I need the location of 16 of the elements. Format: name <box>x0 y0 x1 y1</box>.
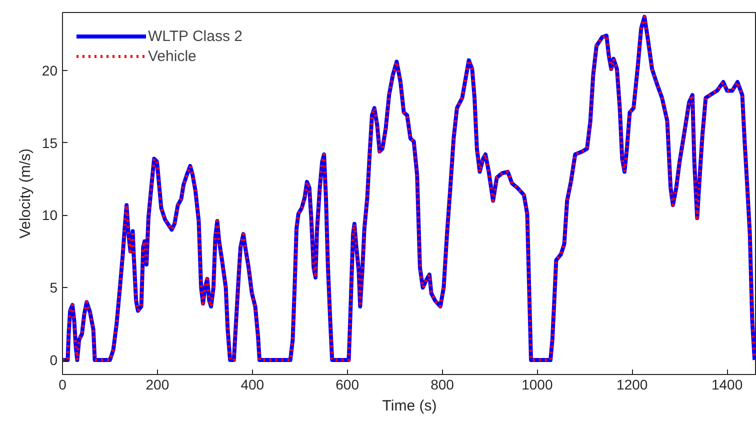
y-tick-label: 15 <box>42 134 58 151</box>
x-tick-label: 600 <box>336 376 360 392</box>
y-tick-label: 5 <box>50 280 58 296</box>
x-axis-title: Time (s) <box>382 398 437 414</box>
y-tick-label: 20 <box>42 62 58 78</box>
y-axis-title: Velocity (m/s) <box>16 148 34 239</box>
x-tick-label: 800 <box>430 376 454 392</box>
y-tick-label: 10 <box>42 207 58 224</box>
y-tick-label: 0 <box>50 352 58 368</box>
legend-label: Vehicle <box>148 48 196 64</box>
x-tick-label: 1200 <box>616 376 648 392</box>
x-tick-label: 400 <box>240 376 264 392</box>
legend-label: WLTP Class 2 <box>148 28 242 44</box>
x-tick-label: 1400 <box>711 376 743 392</box>
x-tick-label: 1000 <box>522 376 553 392</box>
x-tick-label: 200 <box>146 376 170 392</box>
